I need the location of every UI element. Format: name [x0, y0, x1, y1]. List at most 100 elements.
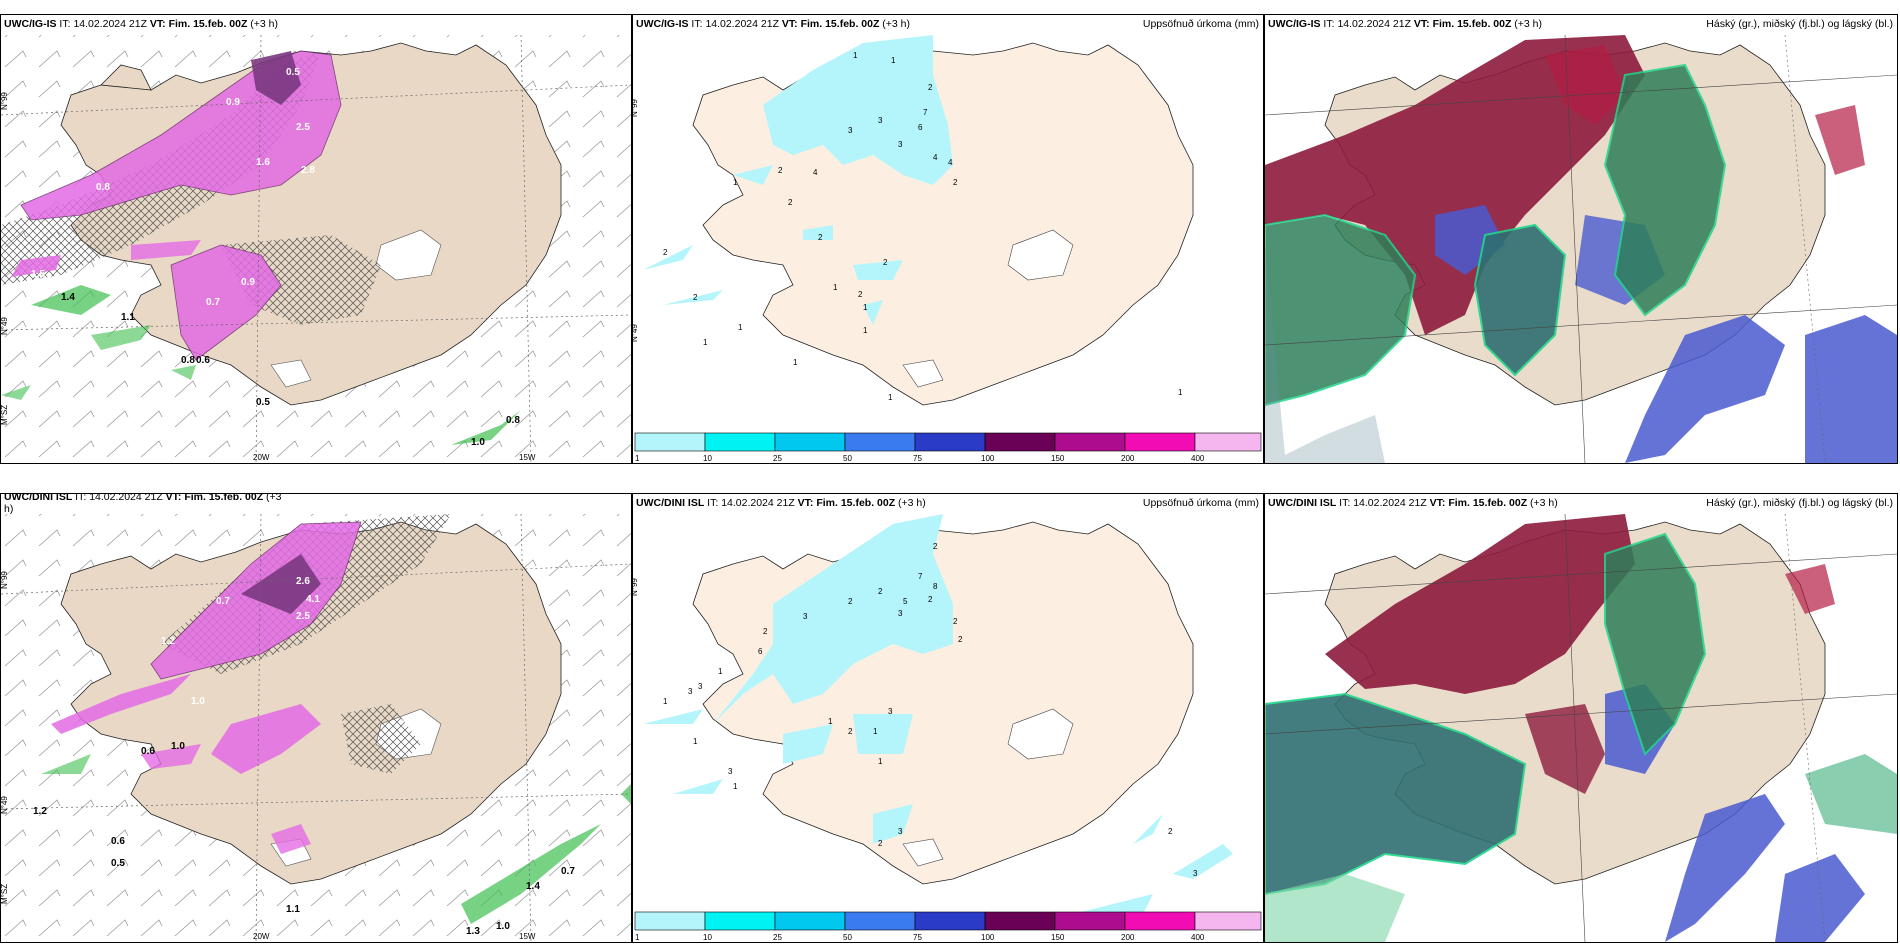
colorbar-label: 50: [843, 933, 852, 942]
panel-header: UWC/DINI ISL IT: 14.02.2024 21Z VT: Fim.…: [4, 493, 628, 515]
wind-precip-panel-bottom[interactable]: UWC/DINI ISL IT: 14.02.2024 21Z VT: Fim.…: [0, 493, 632, 943]
it-label: IT:: [59, 18, 71, 30]
precip-label: 1.0: [191, 696, 205, 707]
precip-label: 1.5: [31, 269, 45, 280]
vt-label: VT:: [1429, 497, 1446, 509]
precip-label: 1.1: [286, 904, 300, 915]
colorbar: 1 10 25 50 75 100 150 200 400: [634, 911, 1262, 942]
cloud-map-svg: [1265, 34, 1897, 463]
colorbar-label: 10: [703, 454, 712, 463]
colorbar-label: 25: [773, 933, 782, 942]
it-value: 14.02.2024 21Z: [73, 18, 147, 30]
mid-cloud-green: [1604, 532, 1707, 756]
lead-time: (+3 h): [1530, 497, 1558, 509]
svg-text:1: 1: [853, 51, 858, 60]
panel-header: UWC/IG-IS IT: 14.02.2024 21Z VT: Fim. 15…: [1268, 18, 1894, 30]
precip-label: 1.4: [526, 881, 540, 892]
colorbar-label: 150: [1051, 454, 1065, 463]
panel-header: UWC/DINI ISL IT: 14.02.2024 21Z VT: Fim.…: [1268, 497, 1894, 509]
it-label: IT:: [707, 497, 719, 509]
svg-text:2: 2: [818, 233, 823, 242]
svg-text:1: 1: [833, 283, 838, 292]
svg-text:2: 2: [953, 178, 958, 187]
precip-label: 4.1: [306, 594, 320, 605]
wind-map-svg: 0.5 2.5 2.8 1.6 0.9 1.5 0.7 0.9 0.8 1.4 …: [1, 34, 631, 463]
model-name: UWC/IG-IS: [636, 18, 689, 30]
cloud-panel-top[interactable]: UWC/IG-IS IT: 14.02.2024 21Z VT: Fim. 15…: [1264, 14, 1898, 464]
svg-text:2: 2: [788, 198, 793, 207]
cloud-map-svg: [1265, 513, 1897, 942]
it-value: 14.02.2024 21Z: [721, 497, 795, 509]
precip-label: 2.6: [296, 576, 310, 587]
svg-text:1: 1: [733, 178, 738, 187]
svg-text:1: 1: [738, 323, 743, 332]
svg-text:3: 3: [698, 682, 703, 691]
it-value: 14.02.2024 21Z: [1353, 497, 1427, 509]
cloud-panel-bottom[interactable]: UWC/DINI ISL IT: 14.02.2024 21Z VT: Fim.…: [1264, 493, 1898, 943]
svg-text:20W: 20W: [253, 932, 270, 941]
svg-text:3: 3: [898, 609, 903, 618]
precip-label: 1.3: [466, 926, 480, 937]
model-name: UWC/DINI ISL: [1268, 497, 1337, 509]
svg-text:5: 5: [903, 597, 908, 606]
precip-label: 0.8: [181, 355, 195, 366]
lead-time: (+3 h): [250, 18, 279, 30]
precip-label: 0.5: [256, 397, 270, 408]
model-name: UWC/IG-IS: [4, 18, 57, 30]
svg-text:1: 1: [891, 56, 896, 65]
svg-text:7: 7: [923, 108, 928, 117]
colorbar-label: 50: [843, 454, 852, 463]
wind-precip-panel-top[interactable]: UWC/IG-IS IT: 14.02.2024 21Z VT: Fim. 15…: [0, 14, 632, 464]
svg-text:1: 1: [878, 757, 883, 766]
lead-time: (+3 h): [882, 18, 911, 30]
svg-text:1: 1: [793, 358, 798, 367]
svg-text:1: 1: [693, 737, 698, 746]
svg-text:2: 2: [858, 290, 863, 299]
svg-text:2: 2: [883, 258, 888, 267]
lat-label-mid: N°49: [1, 317, 9, 335]
mid-cloud-green: [1603, 63, 1727, 317]
svg-text:3: 3: [898, 140, 903, 149]
high-cloud-red: [1325, 514, 1635, 694]
accumulated-precip-panel-top[interactable]: UWC/IG-IS IT: 14.02.2024 21Z VT: Fim. 15…: [632, 14, 1264, 464]
precip-label: 0.8: [96, 182, 110, 193]
colorbar-label: 75: [913, 454, 922, 463]
lon-label-15w: 15W: [519, 453, 536, 462]
panel-header: UWC/IG-IS IT: 14.02.2024 21Z VT: Fim. 15…: [4, 18, 628, 30]
lon-label-bottom: M°SZ: [1, 405, 9, 425]
svg-text:1: 1: [1178, 388, 1183, 397]
precip-label: 1.0: [471, 437, 485, 448]
accumulated-precip-panel-bottom[interactable]: UWC/DINI ISL IT: 14.02.2024 21Z VT: Fim.…: [632, 493, 1264, 943]
svg-text:M°SZ: M°SZ: [1, 884, 9, 904]
vt-label: VT:: [165, 493, 182, 503]
svg-text:1: 1: [888, 393, 893, 402]
svg-text:2: 2: [848, 727, 853, 736]
colorbar-label: 25: [773, 454, 782, 463]
svg-text:3: 3: [878, 116, 883, 125]
top-row: UWC/IG-IS IT: 14.02.2024 21Z VT: Fim. 15…: [0, 14, 1898, 464]
svg-text:2: 2: [933, 542, 938, 551]
svg-text:6: 6: [918, 123, 923, 132]
svg-text:N°99: N°99: [1, 571, 9, 589]
vt-value: Fim. 15.feb. 00Z: [816, 497, 896, 509]
vt-label: VT:: [1413, 18, 1430, 30]
colorbar-label: 200: [1121, 933, 1135, 942]
vt-value: Fim. 15.feb. 00Z: [168, 18, 248, 30]
svg-text:1: 1: [873, 727, 878, 736]
vt-value: Fim. 15.feb. 00Z: [184, 493, 264, 503]
lat-label-top: N°99: [1, 92, 9, 110]
svg-text:3: 3: [888, 707, 893, 716]
model-name: UWC/IG-IS: [1268, 18, 1321, 30]
precip-value-labels: 0.5 2.5 2.8 1.6 0.9 1.5 0.7 0.9 0.8: [31, 67, 315, 308]
panel-header: UWC/IG-IS IT: 14.02.2024 21Z VT: Fim. 15…: [636, 18, 1260, 30]
panel-title: Uppsöfnuð úrkoma (mm): [1142, 497, 1259, 509]
svg-text:N°99: N°99: [633, 578, 639, 596]
svg-text:N°99: N°99: [633, 99, 639, 117]
precip-label: 0.7: [216, 596, 230, 607]
lead-time-cont: h): [4, 503, 14, 515]
vt-value: Fim. 15.feb. 00Z: [800, 18, 880, 30]
lead-time: (+3 h): [1514, 18, 1543, 30]
precip-map-svg: 2 2 2 5 3 7 8 2 2 2 3 2 6 3 1 1 3 1 3 1: [633, 514, 1262, 942]
svg-text:2: 2: [958, 635, 963, 644]
svg-text:2: 2: [953, 617, 958, 626]
